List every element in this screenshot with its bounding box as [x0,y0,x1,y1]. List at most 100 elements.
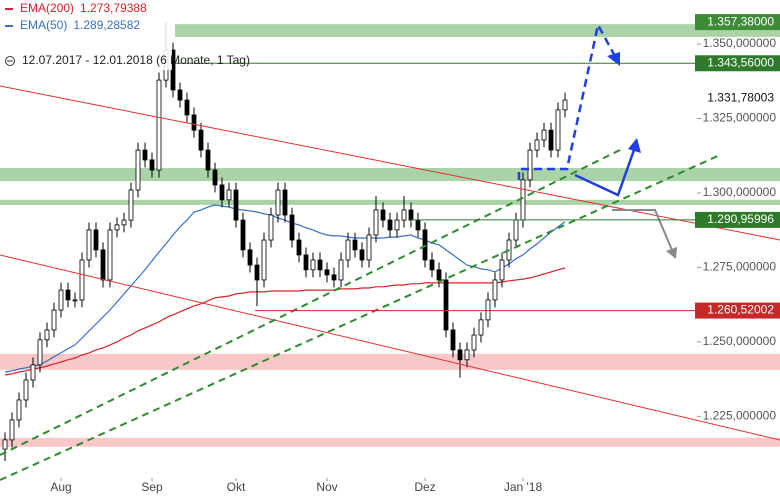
candle-body [387,219,393,231]
zone [0,437,780,447]
legend-bg [0,0,172,70]
last-price-bg [701,90,779,107]
candle-body [51,309,57,331]
candle-body [142,149,148,161]
drawings [0,21,780,481]
candle-body [457,349,463,361]
candle-body [415,219,421,231]
trend-line [0,254,780,441]
candle-body [37,339,43,366]
candle-body [198,129,204,151]
candle-body [303,254,309,271]
arrow-head [666,247,677,259]
candle-body [226,189,232,201]
level-label: 1.260,52002 [707,303,774,317]
candle-body [478,319,484,336]
level-label: 1.290,95996 [707,212,774,226]
candle-body [261,239,267,281]
candle-body [394,219,400,231]
candle-body [373,209,379,236]
candle-body [79,259,85,301]
level-label: 1.357,38000 [707,14,774,28]
candle-body [177,89,183,101]
candle-body [58,289,64,311]
x-tick-label: Nov [316,480,337,494]
x-tick-label: Okt [227,480,246,494]
candle-body [380,209,386,221]
candle-body [345,239,351,261]
candle-body [548,129,554,151]
candle-body [212,169,218,186]
y-tick-label: 1.350,000000 [703,36,777,50]
y-tick-label: 1.325,000000 [703,111,777,125]
candle-body [107,229,113,281]
candle-body [191,114,197,131]
candle-body [310,259,316,271]
collapse-icon[interactable] [5,56,15,66]
legend: 12.07.2017 - 12.01.2018 (6 Monate, 1 Tag… [0,0,250,70]
candle-body [149,159,155,171]
candle-body [135,149,141,191]
candle-body [30,364,36,381]
candle-body [317,259,323,271]
candle-body [401,209,407,221]
candle-body [100,249,106,281]
x-tick-label: Dez [414,480,435,494]
zone [0,167,780,182]
last-price-label: 1.331,78003 [707,91,774,105]
candle-body [121,219,127,226]
zone [0,353,780,370]
candle-body [471,334,477,351]
alt-arrow [612,209,673,251]
candle-body [128,189,134,221]
candle-body [492,279,498,301]
candle-body [359,249,365,261]
candle-body [485,299,491,321]
level-label: 1.343,56000 [707,55,774,69]
candle-body [205,149,211,171]
candle-body [219,184,225,201]
ema-line [4,267,566,376]
candle-body [513,219,519,241]
candle-body [114,224,120,231]
x-tick-label: Jan '18 [504,480,543,494]
candle-body [338,259,344,281]
x-tick-label: Sep [141,480,163,494]
candle-body [16,399,22,421]
candle-body [23,379,29,401]
candles [2,21,568,462]
legend-value: 1.289,28582 [73,18,140,32]
candle-body [527,149,533,181]
candle-body [72,299,78,302]
candle-body [247,249,253,266]
legend-name: EMA(200) [20,1,74,15]
candle-body [436,269,442,281]
candle-body [534,139,540,151]
candle-body [443,279,449,331]
zone [0,199,780,205]
candle-body [296,239,302,256]
candle-body [9,419,15,441]
level-box [695,14,780,31]
candle-body [86,229,92,261]
arrow-head [628,138,641,153]
candle-body [555,109,561,151]
candle-body [499,259,505,281]
candle-body [289,214,295,241]
y-tick-label: 1.300,000000 [703,185,777,199]
candle-body [268,214,274,241]
trend-line [0,85,780,241]
candle-body [233,189,239,221]
candle-body [450,329,456,351]
y-tick-label: 1.275,000000 [703,260,777,274]
zones [0,24,780,447]
candle-body [366,234,372,261]
projection-arrow [574,149,636,197]
candle-body [429,259,435,271]
level-box [695,302,780,319]
candle-body [352,239,358,251]
candle-body [541,129,547,141]
candle-body [275,189,281,216]
